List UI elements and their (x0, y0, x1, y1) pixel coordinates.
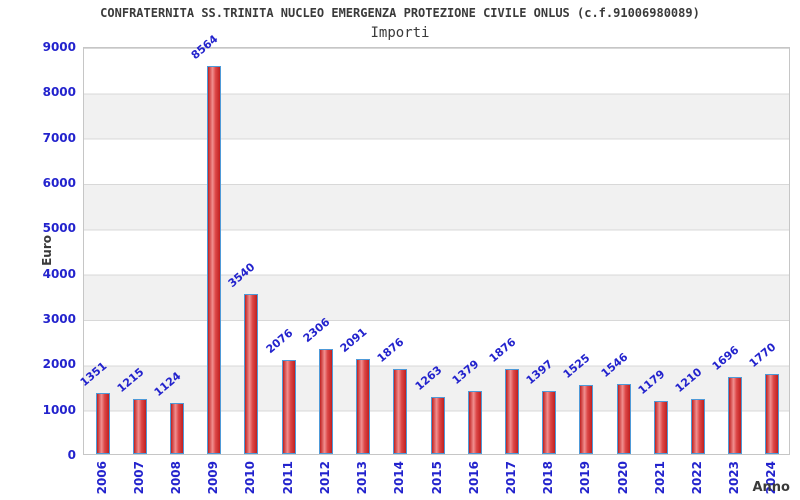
x-tick-label: 2023 (727, 461, 742, 495)
bar-value-label: 2091 (337, 325, 370, 355)
x-tick-label: 2006 (94, 461, 109, 495)
x-tick-label: 2015 (429, 461, 444, 495)
bar-value-label: 2306 (300, 315, 333, 345)
y-tick-label: 5000 (42, 221, 76, 236)
bar-value-label: 1876 (486, 335, 519, 365)
bar-value-label: 1379 (449, 357, 482, 387)
plot-area: 1351 1215 1124 8564 3540 2076 2306 2091 1876 1263… (77, 32, 790, 455)
y-axis: 0 1000 2000 3000 4000 5000 6000 7000 8000 9000 (0, 40, 78, 462)
x-tick-cell: 2018 (538, 461, 558, 494)
x-tick-cell: 2015 (427, 461, 447, 494)
x-tick-cell: 2014 (389, 461, 409, 494)
x-tick-cell: 2006 (92, 461, 112, 494)
bar-value-label: 1215 (114, 365, 147, 395)
bar-value-label: 1397 (523, 357, 556, 387)
x-tick-label: 2009 (206, 461, 221, 495)
x-tick-cell: 2020 (613, 461, 633, 494)
x-tick-label: 2017 (503, 461, 518, 495)
bar (579, 385, 594, 454)
bar (542, 391, 557, 454)
x-tick-cell: 2007 (129, 461, 149, 494)
bar (393, 369, 408, 454)
bar (318, 349, 333, 454)
bar-value-label: 3540 (226, 260, 258, 290)
x-tick-cell: 2010 (240, 461, 260, 494)
x-tick-label: 2018 (541, 461, 556, 495)
x-tick-cell: 2012 (315, 461, 335, 494)
y-tick-label: 4000 (42, 266, 76, 281)
bar-value-label: 1210 (672, 365, 705, 395)
bar-value-label: 1124 (151, 369, 184, 399)
bar (95, 393, 110, 454)
x-tick-label: 2016 (466, 461, 481, 495)
x-tick-label: 2010 (243, 461, 258, 495)
x-tick-cell: 2013 (352, 461, 372, 494)
bar (170, 403, 185, 454)
y-tick-label: 6000 (42, 176, 76, 190)
x-tick-cell: 2021 (650, 461, 670, 494)
bar-value-label: 1179 (635, 367, 668, 397)
bar-value-label: 1351 (77, 359, 110, 389)
y-tick-label: 2000 (42, 357, 76, 372)
bar (132, 399, 147, 454)
bar (244, 294, 259, 454)
chart-subtitle: Importi (370, 25, 430, 41)
x-tick-cell: 2017 (501, 461, 521, 494)
bar (467, 391, 482, 454)
x-tick-label: 2011 (280, 461, 295, 495)
x-axis-title: Anno (752, 480, 790, 495)
bar (616, 384, 631, 454)
y-tick-label: 9000 (42, 40, 76, 54)
y-tick-label: 1000 (42, 402, 76, 417)
x-tick-label: 2020 (615, 461, 630, 495)
x-tick-label: 2019 (578, 461, 593, 495)
y-tick-label: 3000 (42, 312, 76, 326)
bar-value-label: 1263 (412, 363, 444, 393)
x-tick-label: 2022 (689, 461, 704, 495)
y-tick-label: 0 (67, 448, 76, 462)
bar-value-label: 1525 (560, 351, 593, 381)
bar-value-label: 1770 (747, 340, 779, 370)
bar (430, 397, 445, 454)
x-tick-label: 2013 (355, 461, 370, 495)
chart-title: CONFRATERNITA SS.TRINITA NUCLEO EMERGENZ… (100, 6, 700, 20)
y-tick-label: 8000 (42, 85, 76, 100)
x-tick-cell: 2022 (687, 461, 707, 494)
x-tick-cell: 2009 (203, 461, 223, 494)
bar (356, 359, 371, 454)
bar (690, 399, 705, 454)
bar-value-label: 2076 (263, 326, 296, 356)
y-tick-label: 7000 (42, 130, 76, 145)
x-tick-label: 2021 (652, 461, 667, 495)
x-tick-label: 2014 (392, 461, 407, 495)
y-axis-title: Euro (40, 235, 54, 266)
bar (504, 369, 519, 454)
x-tick-label: 2008 (169, 461, 184, 495)
x-tick-cell: 2008 (166, 461, 186, 494)
bar (653, 401, 668, 454)
bar (281, 360, 296, 454)
x-axis: 2006 2007 2008 2009 2010 2011 2012 2013 2014 2015… (83, 461, 790, 497)
bar (728, 377, 743, 454)
x-tick-cell: 2011 (278, 461, 298, 494)
x-tick-label: 2007 (131, 461, 146, 495)
bar (207, 66, 222, 454)
x-tick-cell: 2023 (724, 461, 744, 494)
bar (765, 374, 780, 454)
bar-value-label: 1696 (709, 343, 742, 373)
x-tick-cell: 2019 (575, 461, 595, 494)
x-tick-label: 2012 (317, 461, 332, 495)
bar-value-label: 1876 (374, 335, 407, 365)
bar-value-label: 1546 (598, 350, 631, 380)
x-tick-cell: 2016 (464, 461, 484, 494)
